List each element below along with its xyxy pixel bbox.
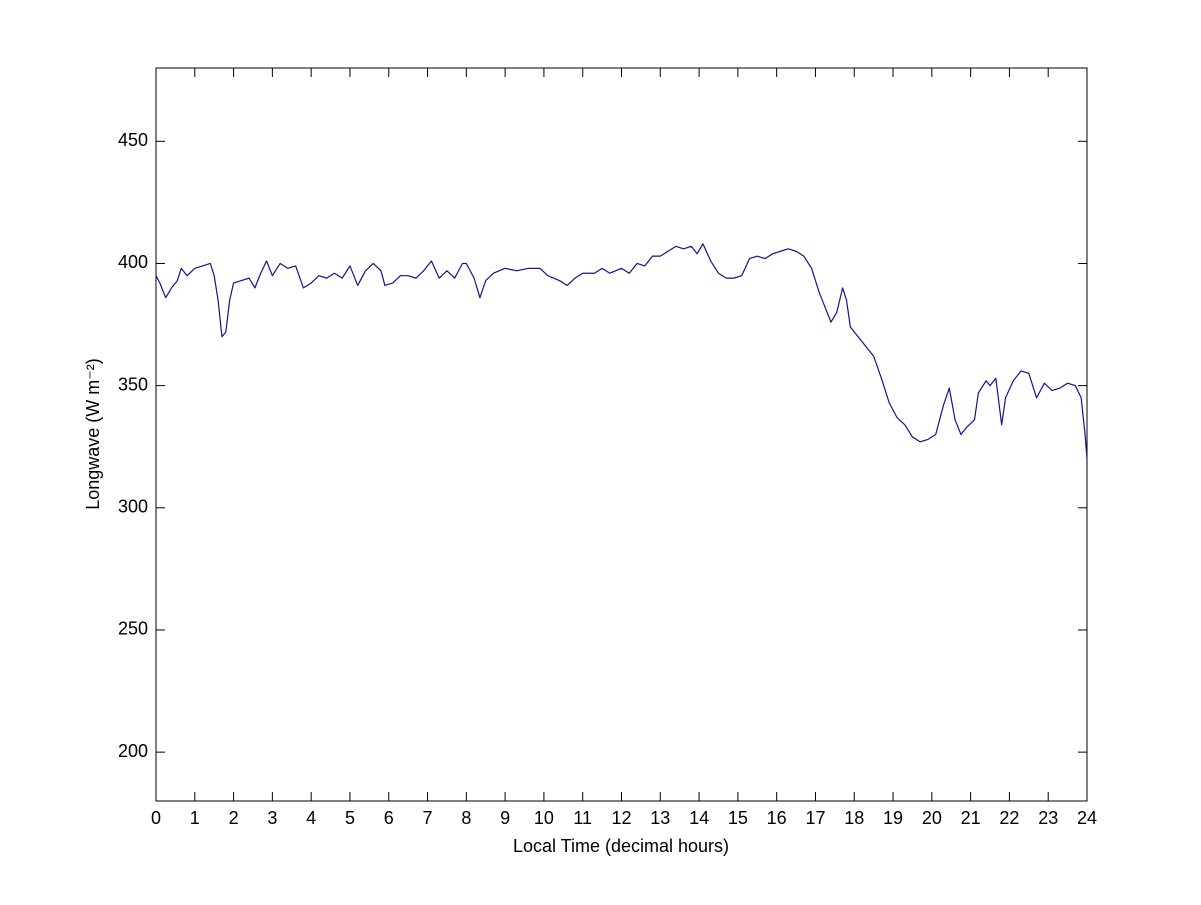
x-tick-label: 1: [190, 808, 200, 828]
x-tick-label: 22: [999, 808, 1019, 828]
x-tick-label: 4: [306, 808, 316, 828]
data-line: [155, 243, 1088, 459]
x-tick-label: 12: [611, 808, 631, 828]
x-tick-label: 7: [423, 808, 433, 828]
axes-box: [155, 67, 1088, 802]
x-tick-label: 16: [767, 808, 787, 828]
y-tick-label: 200: [118, 741, 148, 761]
x-tick-label: 21: [961, 808, 981, 828]
x-tick-label: 23: [1038, 808, 1058, 828]
x-tick-label: 14: [689, 808, 709, 828]
x-tick-label: 9: [500, 808, 510, 828]
y-tick-label: 300: [118, 497, 148, 517]
x-tick-label: 24: [1077, 808, 1097, 828]
x-axis-label: Local Time (decimal hours): [513, 836, 729, 856]
x-tick-label: 11: [573, 808, 592, 828]
x-tick-label: 13: [650, 808, 670, 828]
x-tick-label: 2: [229, 808, 239, 828]
x-tick-label: 18: [844, 808, 864, 828]
x-tick-label: 19: [883, 808, 903, 828]
x-tick-label: 17: [805, 808, 825, 828]
y-tick-label: 400: [118, 252, 148, 272]
x-tick-label: 0: [151, 808, 161, 828]
x-tick-label: 3: [267, 808, 277, 828]
x-tick-label: 6: [384, 808, 394, 828]
x-tick-label: 20: [922, 808, 942, 828]
y-axis-label: Longwave (W m⁻²): [83, 358, 103, 510]
y-tick-label: 350: [118, 374, 148, 394]
x-tick-label: 5: [345, 808, 355, 828]
x-tick-label: 8: [461, 808, 471, 828]
x-tick-label: 15: [728, 808, 748, 828]
y-tick-label: 250: [118, 619, 148, 639]
y-tick-label: 450: [118, 130, 148, 150]
x-tick-label: 10: [534, 808, 554, 828]
